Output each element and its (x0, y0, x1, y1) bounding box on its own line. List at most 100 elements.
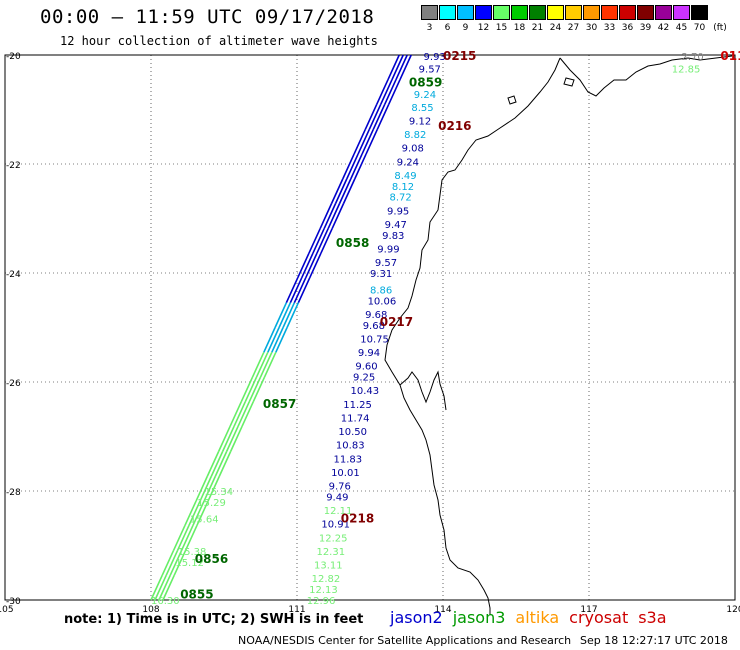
track-streak (267, 327, 280, 353)
track-streak (334, 178, 348, 204)
track-streak (308, 252, 322, 279)
track-streak (150, 574, 164, 601)
swh-value: 13.11 (314, 561, 343, 572)
swh-value: 9.95 (387, 206, 409, 217)
lat-tick-label: -20 (6, 52, 21, 62)
track-streak (165, 550, 179, 576)
track-streak (158, 574, 172, 601)
track-streak (271, 327, 284, 353)
legend-swatch (421, 5, 438, 20)
credit-line: NOAA/NESDIS Center for Satellite Applica… (238, 634, 572, 647)
track-streak (300, 252, 314, 279)
track-streak (214, 451, 228, 477)
legend-swatch (637, 5, 654, 20)
swh-value: 10.01 (331, 468, 360, 479)
legend-swatch (511, 5, 528, 20)
swh-value: 9.60 (355, 362, 377, 373)
track-streak (248, 376, 262, 403)
track-streak (293, 277, 307, 304)
track-streak (162, 574, 176, 601)
lon-tick-label: 105 (0, 605, 14, 615)
track-streak (346, 153, 359, 180)
lon-tick-label: 114 (434, 605, 451, 615)
track-streak (312, 228, 325, 254)
swh-value: 10.75 (360, 334, 389, 345)
track-streak (376, 104, 390, 130)
track-streak (169, 550, 183, 576)
track-streak (319, 203, 333, 229)
swh-value: 2.70 (681, 52, 703, 63)
satellite-name: jason3 (452, 608, 506, 627)
track-streak (357, 128, 371, 155)
lat-tick-label: -26 (6, 379, 21, 389)
track-streak (354, 153, 367, 180)
swh-value: 11.83 (334, 454, 363, 465)
map-title: 00:00 – 11:59 UTC 09/17/2018 (40, 6, 375, 28)
track-streak (161, 550, 175, 576)
legend-label: 3 (426, 23, 433, 33)
track-time-label: 0855 (180, 588, 213, 602)
lat-tick-label: -30 (6, 597, 21, 607)
track-streak (188, 500, 201, 527)
swh-value: 9.99 (377, 244, 399, 255)
legend-label: 39 (639, 23, 652, 33)
satellite-name: s3a (638, 608, 667, 627)
coastline-north (559, 55, 733, 97)
swh-value: 11.74 (341, 413, 370, 424)
generation-timestamp: Sep 18 12:27:17 UTC 2018 (580, 634, 728, 647)
legend-swatch (529, 5, 546, 20)
satellite-legend: jason2 jason3 altika cryosat s3a (390, 608, 677, 627)
legend-label: 15 (495, 23, 508, 33)
swh-value: 8.55 (411, 103, 433, 114)
legend-swatch (475, 5, 492, 20)
swh-value: 15.64 (190, 514, 219, 525)
legend-label: 21 (531, 23, 544, 33)
track-streak (320, 228, 333, 254)
track-streak (353, 128, 367, 155)
track-streak (364, 104, 378, 130)
lat-tick-label: -22 (6, 161, 21, 171)
track-streak (172, 525, 186, 551)
track-streak (210, 451, 224, 477)
track-streak (387, 79, 401, 105)
legend-label: 18 (513, 23, 526, 33)
track-streak (199, 475, 213, 502)
lon-tick-label: 111 (288, 605, 305, 615)
swh-value: 15.29 (197, 498, 226, 509)
swh-value: 12.13 (309, 585, 338, 596)
track-time-label: 0859 (409, 75, 442, 89)
track-streak (391, 54, 404, 81)
track-streak (323, 203, 337, 229)
swh-value: 9.93 (424, 52, 446, 63)
swh-value: 9.24 (414, 90, 436, 101)
legend-label: 45 (675, 23, 688, 33)
swh-value: 12.11 (324, 506, 353, 517)
swh-value: 10.50 (338, 427, 367, 438)
coastline (384, 57, 561, 615)
legend-label: 9 (462, 23, 469, 33)
lon-tick-label: 108 (142, 605, 159, 615)
track-streak (176, 525, 190, 551)
swh-value: 9.83 (382, 231, 404, 242)
swh-value: 9.68 (365, 310, 387, 321)
track-streak (372, 104, 386, 130)
legend-swatch (457, 5, 474, 20)
swh-value: 8.12 (392, 182, 414, 193)
swh-value: 9.08 (402, 144, 424, 155)
shark-bay-coast (399, 370, 447, 411)
swh-value: 10.91 (321, 520, 350, 531)
legend-swatch (691, 5, 708, 20)
legend-label: 24 (549, 23, 562, 33)
swh-value: 9.94 (358, 348, 380, 359)
track-streak (225, 426, 239, 452)
track-streak (289, 277, 303, 304)
track-streak (233, 401, 246, 427)
legend-label: 70 (693, 23, 706, 33)
track-time-label: 0218 (341, 511, 374, 525)
swh-value: 15.34 (205, 487, 234, 498)
track-streak (207, 475, 221, 502)
track-streak (221, 426, 235, 452)
legend-swatch (583, 5, 600, 20)
swh-value: 12.85 (672, 65, 701, 76)
swh-value: 9.68 (363, 321, 385, 332)
